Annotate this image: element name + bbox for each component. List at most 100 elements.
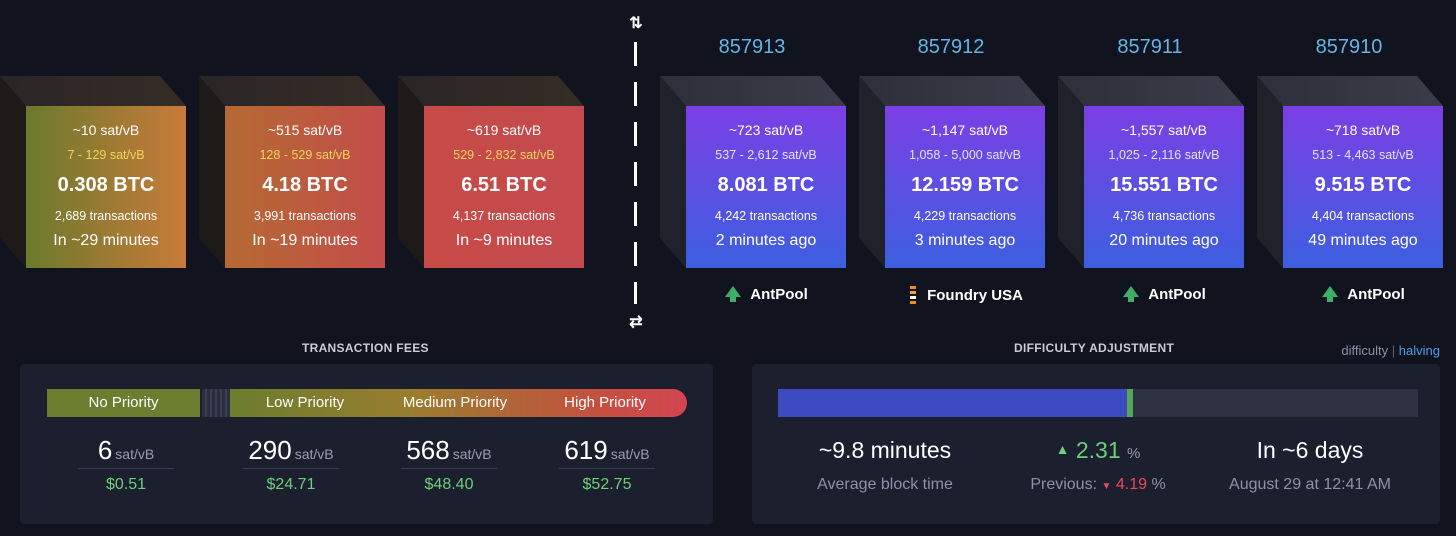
block-fee-range: 529 - 2,832 sat/vB <box>453 148 555 162</box>
fee-sat-value: 568 <box>406 435 450 465</box>
avg-block-time-value: ~9.8 minutes <box>818 437 952 463</box>
block-face: ~1,557 sat/vB 1,025 - 2,116 sat/vB 15.55… <box>1084 106 1244 268</box>
mempool-block-1[interactable]: ~10 sat/vB 7 - 129 sat/vB 0.308 BTC 2,68… <box>0 76 186 268</box>
fee-high-priority: 619 sat/vB $52.75 <box>557 435 657 494</box>
next-adjustment-stat: In ~6 days August 29 at 12:41 AM <box>1190 437 1430 494</box>
block-age: 49 minutes ago <box>1308 232 1418 249</box>
percent-unit: % <box>1151 476 1166 493</box>
block-face: ~515 sat/vB 128 - 529 sat/vB 4.18 BTC 3,… <box>225 106 385 268</box>
mined-block-857910[interactable]: ~718 sat/vB 513 - 4,463 sat/vB 9.515 BTC… <box>1257 76 1443 268</box>
block-tx-count: 3,991 transactions <box>253 209 357 223</box>
fee-medium-priority: 568 sat/vB $48.40 <box>399 435 499 494</box>
mined-block-857912[interactable]: ~1,147 sat/vB 1,058 - 5,000 sat/vB 12.15… <box>859 76 1045 268</box>
antpool-icon <box>1322 286 1339 302</box>
block-fee-range: 7 - 129 sat/vB <box>67 148 145 162</box>
block-height-link[interactable]: 857912 <box>917 36 985 58</box>
pool-link[interactable]: AntPool <box>1283 285 1443 303</box>
block-side-face <box>0 76 26 268</box>
block-total-btc: 4.18 BTC <box>262 174 348 196</box>
mempool-block-3[interactable]: ~619 sat/vB 529 - 2,832 sat/vB 6.51 BTC … <box>398 76 584 268</box>
pool-link[interactable]: AntPool <box>686 285 846 303</box>
percent-unit: % <box>1127 445 1141 462</box>
fee-usd-value: $24.71 <box>266 476 316 493</box>
pool-name: Foundry USA <box>927 286 1023 304</box>
block-median-fee: ~723 sat/vB <box>728 122 804 138</box>
block-tx-count: 4,137 transactions <box>452 209 556 223</box>
difficulty-progress-tip <box>1127 389 1133 417</box>
previous-change-value: 4.19 <box>1115 476 1147 493</box>
block-side-face <box>199 76 225 268</box>
fee-unit: sat/vB <box>294 446 334 462</box>
fee-usd-value: $0.51 <box>105 476 147 493</box>
fee-underline <box>401 468 497 469</box>
difficulty-change-value: 2.31 <box>1075 437 1121 463</box>
block-face: ~1,147 sat/vB 1,058 - 5,000 sat/vB 12.15… <box>885 106 1045 268</box>
block-tx-count: 2,689 transactions <box>54 209 158 223</box>
avg-block-time-label: Average block time <box>817 476 953 493</box>
block-height-link[interactable]: 857911 <box>1117 36 1183 58</box>
fee-usd-value: $52.75 <box>582 476 632 493</box>
mempool-block-2[interactable]: ~515 sat/vB 128 - 529 sat/vB 4.18 BTC 3,… <box>199 76 385 268</box>
block-fee-range: 128 - 529 sat/vB <box>259 148 351 162</box>
block-age: 2 minutes ago <box>715 232 817 249</box>
avg-block-time-stat: ~9.8 minutes Average block time <box>765 437 1005 494</box>
block-side-face <box>660 76 686 268</box>
priority-gradient-segment <box>230 389 687 417</box>
toggle-separator: | <box>1391 343 1396 358</box>
fee-unit: sat/vB <box>115 446 155 462</box>
block-tx-count: 4,242 transactions <box>714 209 818 223</box>
fee-unit: sat/vB <box>452 446 492 462</box>
fee-low-priority: 290 sat/vB $24.71 <box>241 435 341 494</box>
sort-arrows-icon[interactable]: ⇅ <box>629 15 643 32</box>
block-total-btc: 6.51 BTC <box>461 174 547 196</box>
block-fee-range: 537 - 2,612 sat/vB <box>715 148 817 162</box>
difficulty-tab[interactable]: difficulty <box>1341 343 1389 358</box>
block-fee-range: 1,058 - 5,000 sat/vB <box>909 148 1021 162</box>
triangle-up-icon: ▲ <box>1055 441 1070 457</box>
difficulty-halving-toggle: difficulty | halving <box>1341 343 1440 358</box>
pool-link[interactable]: AntPool <box>1084 285 1244 303</box>
priority-gap-segment <box>202 389 230 417</box>
high-priority-segment: High Priority <box>564 394 646 411</box>
swap-arrows-icon[interactable]: ⇄ <box>629 314 643 331</box>
difficulty-progress-fill <box>778 389 1130 417</box>
block-side-face <box>859 76 885 268</box>
block-total-btc: 15.551 BTC <box>1110 174 1218 196</box>
pool-link[interactable]: Foundry USA <box>885 285 1045 305</box>
block-top-face <box>398 76 584 106</box>
foundry-icon <box>910 286 917 304</box>
block-total-btc: 12.159 BTC <box>911 174 1019 196</box>
next-adjustment-eta: In ~6 days <box>1256 437 1364 463</box>
block-eta: In ~9 minutes <box>455 232 553 249</box>
block-side-face <box>398 76 424 268</box>
block-face: ~723 sat/vB 537 - 2,612 sat/vB 8.081 BTC… <box>686 106 846 268</box>
previous-label: Previous: <box>1030 476 1098 493</box>
block-side-face <box>1257 76 1283 268</box>
block-eta: In ~29 minutes <box>53 232 159 249</box>
difficulty-progress-bar <box>778 389 1418 417</box>
antpool-icon <box>725 286 742 302</box>
block-height-link[interactable]: 857913 <box>718 36 786 58</box>
block-top-face <box>859 76 1045 106</box>
block-median-fee: ~619 sat/vB <box>466 122 542 138</box>
block-face: ~718 sat/vB 513 - 4,463 sat/vB 9.515 BTC… <box>1283 106 1443 268</box>
block-median-fee: ~1,147 sat/vB <box>921 122 1008 138</box>
block-fee-range: 1,025 - 2,116 sat/vB <box>1108 148 1220 162</box>
halving-tab[interactable]: halving <box>1398 343 1440 358</box>
block-height-link[interactable]: 857910 <box>1315 36 1383 58</box>
mined-block-857913[interactable]: ~723 sat/vB 537 - 2,612 sat/vB 8.081 BTC… <box>660 76 846 268</box>
block-top-face <box>660 76 846 106</box>
fee-underline <box>78 468 174 469</box>
block-median-fee: ~1,557 sat/vB <box>1120 122 1207 138</box>
block-eta: In ~19 minutes <box>252 232 358 249</box>
no-priority-segment: No Priority <box>47 389 200 417</box>
block-fee-range: 513 - 4,463 sat/vB <box>1312 148 1414 162</box>
block-age: 3 minutes ago <box>914 232 1016 249</box>
fee-sat-value: 290 <box>248 435 292 465</box>
mined-block-857911[interactable]: ~1,557 sat/vB 1,025 - 2,116 sat/vB 15.55… <box>1058 76 1244 268</box>
block-side-face <box>1058 76 1084 268</box>
fee-unit: sat/vB <box>610 446 650 462</box>
block-tx-count: 4,404 transactions <box>1311 209 1415 223</box>
block-face: ~619 sat/vB 529 - 2,832 sat/vB 6.51 BTC … <box>424 106 584 268</box>
block-top-face <box>1257 76 1443 106</box>
